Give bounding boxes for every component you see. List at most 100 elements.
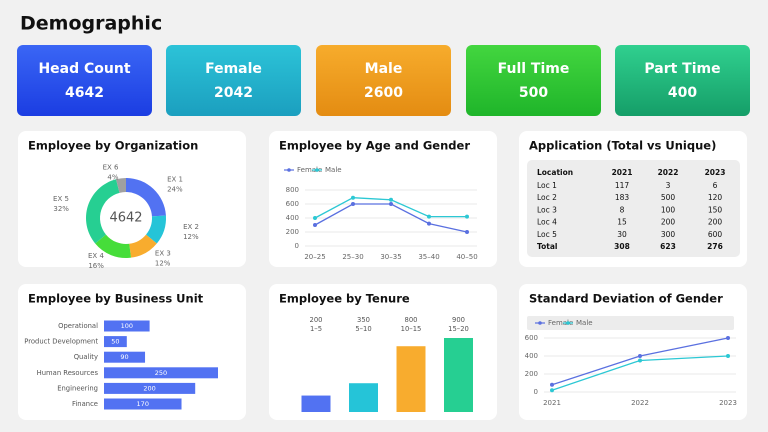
kpi-label: Female <box>205 61 262 77</box>
category-label: 15–20 <box>448 325 469 333</box>
kpi-value: 2042 <box>214 85 253 101</box>
kpi-value: 4642 <box>65 85 104 101</box>
table-bg <box>527 160 740 257</box>
slice-value: 4% <box>107 173 118 181</box>
data-point <box>550 382 554 387</box>
slice-label: EX 2 <box>183 223 199 231</box>
donut-slice <box>116 178 126 193</box>
legend-dot <box>538 321 542 325</box>
x-tick-label: 2022 <box>631 399 649 407</box>
data-point <box>351 202 355 206</box>
table-header: Location <box>537 168 573 177</box>
table-cell: 30 <box>617 230 627 239</box>
slice-label: EX 4 <box>88 252 104 260</box>
kpi-value: 400 <box>668 85 697 101</box>
bar <box>301 395 331 412</box>
bar <box>444 338 473 412</box>
bar-value: 900 <box>452 316 465 324</box>
legend-label: Female <box>297 166 322 174</box>
legend-dot <box>566 321 570 325</box>
bar <box>104 320 150 332</box>
data-point <box>638 358 642 363</box>
table-cell: 100 <box>661 205 676 214</box>
donut-slice <box>129 234 157 258</box>
page-title: Demographic <box>20 13 162 35</box>
bar-value: 200 <box>143 384 155 392</box>
bar-value: 100 <box>121 322 133 330</box>
kpi-label: Part Time <box>644 61 720 77</box>
panel <box>269 284 497 420</box>
center-label: 4642 <box>109 211 142 226</box>
y-tick-label: 0 <box>534 388 538 396</box>
table-cell: 600 <box>708 230 723 239</box>
category-label: 5–10 <box>355 325 371 333</box>
legend-label: Male <box>576 319 593 327</box>
table-cell: 500 <box>661 193 676 202</box>
table-cell: Loc 5 <box>537 230 557 239</box>
table-cell: 15 <box>617 218 627 227</box>
kpi-value: 2600 <box>364 85 403 101</box>
table-cell: 183 <box>615 193 630 202</box>
y-tick-label: 0 <box>295 242 299 250</box>
category-label: Operational <box>58 322 98 330</box>
bar <box>396 346 426 412</box>
kpi-label: Male <box>365 61 403 77</box>
bar <box>104 398 182 410</box>
data-point <box>389 197 393 202</box>
bar <box>104 382 196 394</box>
legend-dot <box>315 168 319 172</box>
data-point <box>726 336 730 340</box>
bar-value: 200 <box>310 316 323 324</box>
x-tick-label: 2021 <box>543 399 561 407</box>
panel-title: Employee by Business Unit <box>28 292 204 306</box>
y-tick-label: 600 <box>525 334 538 342</box>
slice-value: 12% <box>155 259 171 267</box>
donut-slice <box>86 179 120 244</box>
table-cell: 200 <box>708 218 723 227</box>
category-label: Quality <box>74 353 98 361</box>
bar-value: 800 <box>405 316 418 324</box>
table-header: 2022 <box>658 168 679 177</box>
table-cell: 150 <box>708 205 723 214</box>
kpi-card <box>615 45 750 116</box>
data-point <box>389 202 393 206</box>
table-cell: Loc 4 <box>537 218 557 227</box>
table-cell: 200 <box>661 218 676 227</box>
donut-slice <box>146 215 166 244</box>
kpi-card <box>466 45 601 116</box>
bar-value: 250 <box>155 369 167 377</box>
x-tick-label: 40–50 <box>456 253 477 261</box>
bar <box>104 367 218 379</box>
category-label: 10–15 <box>401 325 422 333</box>
slice-value: 16% <box>88 262 104 270</box>
category-label: Finance <box>72 400 98 408</box>
table-cell: 3 <box>666 181 671 190</box>
x-tick-label: 2023 <box>719 399 737 407</box>
bar <box>349 383 378 412</box>
legend-label: Female <box>548 319 573 327</box>
category-label: Product Development <box>24 338 98 346</box>
y-tick-label: 800 <box>286 186 299 194</box>
panel-title: Employee by Tenure <box>279 292 410 306</box>
bar-value: 90 <box>120 353 128 361</box>
table-cell: 308 <box>614 242 630 251</box>
kpi-value: 500 <box>519 85 548 101</box>
kpi-card <box>166 45 301 116</box>
kpi-label: Head Count <box>38 61 130 77</box>
category-label: 1–5 <box>310 325 322 333</box>
slice-label: EX 5 <box>53 195 69 203</box>
table-cell: Loc 1 <box>537 181 557 190</box>
panel <box>18 131 246 267</box>
table-header: 2021 <box>612 168 633 177</box>
data-point <box>313 216 317 220</box>
table-header: 2023 <box>705 168 726 177</box>
data-point <box>427 214 431 219</box>
bar-value: 350 <box>357 316 370 324</box>
bar-value: 170 <box>137 400 149 408</box>
category-label: Human Resources <box>37 369 99 377</box>
slice-label: EX 6 <box>103 163 119 171</box>
slice-value: 32% <box>53 205 69 213</box>
y-tick-label: 400 <box>525 352 538 360</box>
bar-value: 50 <box>111 338 119 346</box>
